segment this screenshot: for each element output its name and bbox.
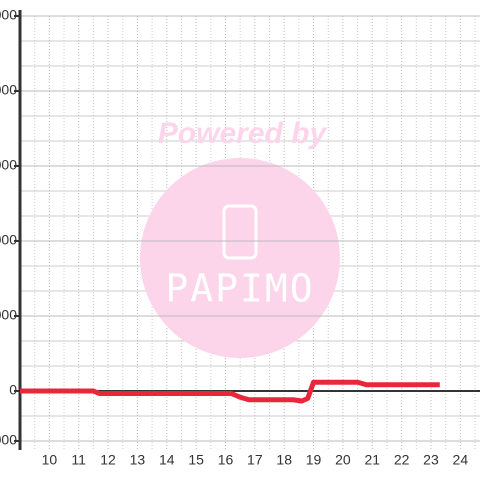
x-tick-label: 11 <box>71 452 86 468</box>
x-tick-label: 13 <box>130 452 146 468</box>
y-tick-label: 120,000 <box>0 82 17 98</box>
watermark-text: Powered by <box>158 117 328 150</box>
y-tick-label: 90,000 <box>0 157 17 173</box>
x-tick-label: 10 <box>42 452 58 468</box>
x-tick-label: 21 <box>364 452 380 468</box>
y-tick-label: 150,000 <box>0 7 17 23</box>
y-tick-label: 0 <box>9 382 17 398</box>
x-tick-label: 18 <box>276 452 292 468</box>
data-line <box>20 379 440 404</box>
x-tick-label: 17 <box>247 452 263 468</box>
watermark-logo: PAPIMO <box>165 267 314 311</box>
y-tick-label: -20,000 <box>0 432 17 448</box>
x-tick-label: 14 <box>159 452 175 468</box>
x-tick-label: 23 <box>423 452 439 468</box>
x-tick-label: 24 <box>453 452 469 468</box>
x-tick-label: 19 <box>306 452 322 468</box>
x-tick-label: 16 <box>218 452 234 468</box>
x-tick-label: 12 <box>100 452 116 468</box>
y-tick-label: 30,000 <box>0 307 17 323</box>
x-tick-label: 15 <box>188 452 204 468</box>
x-tick-label: 22 <box>394 452 410 468</box>
watermark: Powered by PAPIMO <box>140 117 340 358</box>
watermark-phone <box>222 204 258 260</box>
y-tick-label: 60,000 <box>0 232 17 248</box>
x-tick-label: 20 <box>335 452 351 468</box>
